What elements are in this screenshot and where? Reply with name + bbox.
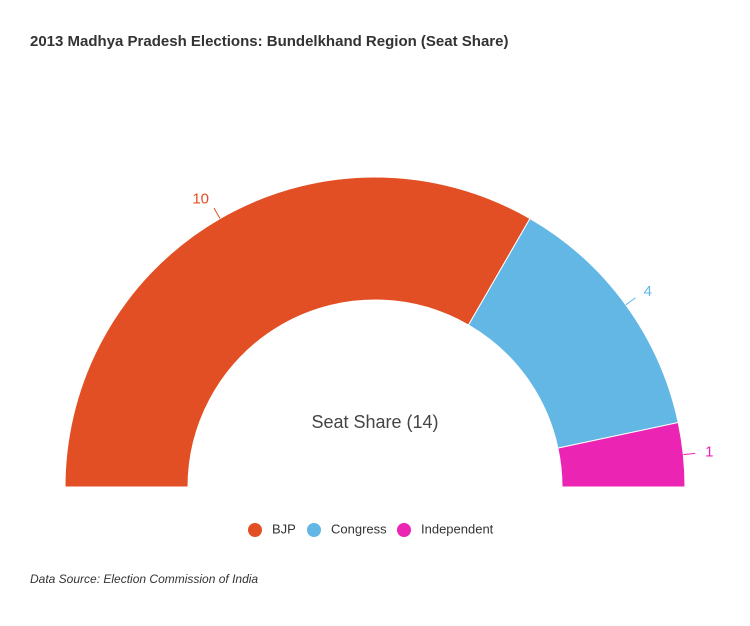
data-label: 1 — [705, 443, 713, 460]
source-note: Data Source: Election Commission of Indi… — [30, 572, 258, 586]
segment — [64, 176, 531, 488]
center-label: Seat Share (14) — [311, 412, 438, 432]
legend-marker — [397, 523, 411, 537]
chart-title: 2013 Madhya Pradesh Elections: Bundelkha… — [30, 33, 508, 50]
data-label: 10 — [192, 190, 209, 207]
legend-label: Independent — [421, 521, 494, 536]
legend-label: BJP — [272, 521, 296, 536]
leader-line — [213, 207, 221, 219]
leader-line — [683, 452, 696, 456]
legend-marker — [248, 523, 262, 537]
legend-label: Congress — [331, 521, 387, 536]
legend-marker — [307, 523, 321, 537]
segment — [557, 421, 686, 488]
leader-line — [625, 297, 636, 306]
data-label: 4 — [644, 283, 652, 300]
